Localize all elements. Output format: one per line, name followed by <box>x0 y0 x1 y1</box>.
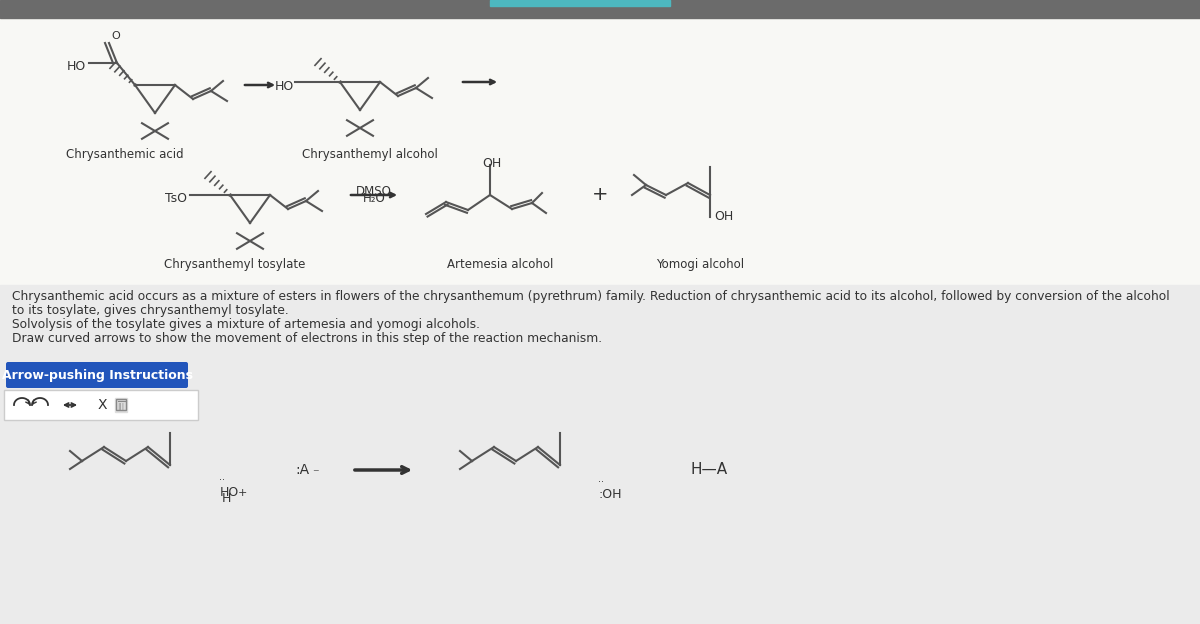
Text: H₂O: H₂O <box>362 192 385 205</box>
Text: H—A: H—A <box>690 462 727 477</box>
Text: Chrysanthemyl tosylate: Chrysanthemyl tosylate <box>164 258 306 271</box>
Bar <box>490 0 670 6</box>
Text: TsO: TsO <box>166 192 187 205</box>
Text: :OH: :OH <box>598 489 622 502</box>
Text: :A: :A <box>295 463 310 477</box>
Text: Chrysanthemyl alcohol: Chrysanthemyl alcohol <box>302 148 438 161</box>
Text: DMSO: DMSO <box>356 185 392 198</box>
Bar <box>0 18 1200 285</box>
Text: O: O <box>112 31 120 41</box>
Bar <box>0 285 1200 624</box>
Text: Chrysanthemic acid occurs as a mixture of esters in flowers of the chrysanthemum: Chrysanthemic acid occurs as a mixture o… <box>12 290 1170 303</box>
Bar <box>0 0 1200 18</box>
FancyBboxPatch shape <box>4 390 198 420</box>
Text: ⁻: ⁻ <box>312 467 319 480</box>
Text: +: + <box>592 185 608 205</box>
Text: OH: OH <box>714 210 733 223</box>
Text: +: + <box>238 488 247 498</box>
Text: Chrysanthemic acid: Chrysanthemic acid <box>66 148 184 161</box>
Text: HO: HO <box>275 79 294 92</box>
Text: H: H <box>221 492 230 505</box>
FancyBboxPatch shape <box>6 362 188 388</box>
Text: ··: ·· <box>220 475 226 485</box>
Text: Yomogi alcohol: Yomogi alcohol <box>656 258 744 271</box>
Text: Artemesia alcohol: Artemesia alcohol <box>446 258 553 271</box>
Text: to its tosylate, gives chrysanthemyl tosylate.: to its tosylate, gives chrysanthemyl tos… <box>12 304 289 317</box>
Text: |||: ||| <box>118 402 125 409</box>
Text: Solvolysis of the tosylate gives a mixture of artemesia and yomogi alcohols.: Solvolysis of the tosylate gives a mixtu… <box>12 318 480 331</box>
Text: Arrow-pushing Instructions: Arrow-pushing Instructions <box>1 369 192 381</box>
Text: ··: ·· <box>598 477 604 487</box>
Text: HO: HO <box>220 487 239 499</box>
Bar <box>116 399 126 410</box>
Text: OH: OH <box>482 157 502 170</box>
Text: Draw curved arrows to show the movement of electrons in this step of the reactio: Draw curved arrows to show the movement … <box>12 332 602 345</box>
Text: HO: HO <box>67 61 86 74</box>
Text: X: X <box>97 398 107 412</box>
Bar <box>115 398 127 412</box>
